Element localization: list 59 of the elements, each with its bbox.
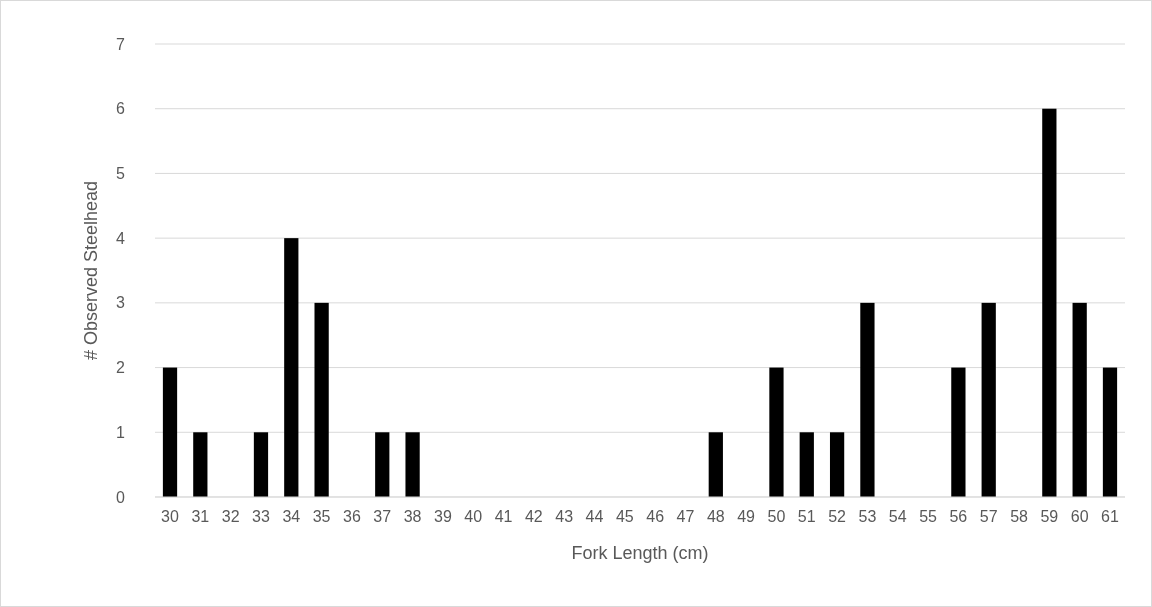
x-tick-label: 38: [403, 508, 422, 525]
x-tick-label: 33: [252, 508, 270, 525]
bar: [981, 302, 996, 497]
x-tick-label: 50: [767, 508, 786, 525]
x-tick-label: 49: [737, 508, 756, 525]
x-tick-label: 37: [373, 508, 392, 525]
x-tick-label: 35: [312, 508, 331, 525]
x-tick-label: 59: [1040, 508, 1059, 525]
x-tick-label: 56: [949, 508, 968, 525]
bar: [253, 432, 269, 497]
y-tick-label: 5: [116, 165, 126, 183]
bar: [314, 302, 329, 497]
y-tick-label: 2: [116, 359, 126, 377]
bar: [284, 238, 299, 497]
bar: [708, 432, 723, 497]
bar: [405, 432, 420, 497]
x-tick-label: 52: [828, 508, 847, 525]
x-tick-label: 57: [979, 508, 998, 525]
x-tick-label: 36: [343, 508, 361, 525]
x-tick-label: 54: [888, 508, 907, 525]
bar: [1102, 367, 1118, 497]
x-axis-title: Fork Length (cm): [571, 543, 709, 563]
x-tick-label: 31: [191, 508, 210, 525]
bar: [799, 432, 814, 497]
x-tick-label: 60: [1070, 508, 1089, 525]
bar: [375, 432, 390, 497]
y-tick-label: 1: [116, 423, 126, 441]
x-tick-label: 34: [282, 508, 301, 525]
x-tick-label: 40: [464, 508, 483, 525]
bar: [951, 367, 966, 497]
x-tick-label: 32: [221, 508, 240, 525]
x-tick-label: 51: [797, 508, 816, 525]
y-tick-label: 4: [116, 229, 126, 247]
x-tick-label: 42: [524, 508, 543, 525]
bar: [193, 432, 208, 497]
x-tick-label: 48: [706, 508, 725, 525]
x-tick-label: 45: [615, 508, 634, 525]
x-tick-label: 44: [585, 508, 604, 525]
y-tick-label: 7: [116, 35, 126, 53]
bar: [162, 367, 178, 497]
bar: [769, 367, 784, 497]
bar: [829, 432, 845, 497]
y-tick-label: 3: [116, 294, 126, 312]
x-tick-label: 39: [434, 508, 452, 525]
bar: [1042, 108, 1057, 497]
y-tick-label: 0: [116, 488, 126, 506]
bar: [1072, 302, 1087, 497]
x-tick-label: 58: [1010, 508, 1029, 525]
x-tick-label: 53: [858, 508, 877, 525]
x-tick-label: 43: [555, 508, 574, 525]
x-tick-label: 61: [1101, 508, 1119, 525]
y-axis-title: # Observed Steelhead: [81, 180, 101, 361]
x-tick-label: 55: [919, 508, 938, 525]
x-tick-label: 30: [161, 508, 180, 525]
x-tick-label: 47: [676, 508, 695, 525]
x-tick-label: 46: [646, 508, 665, 525]
bar: [860, 302, 875, 497]
y-tick-label: 6: [116, 100, 126, 118]
x-tick-label: 41: [494, 508, 513, 525]
